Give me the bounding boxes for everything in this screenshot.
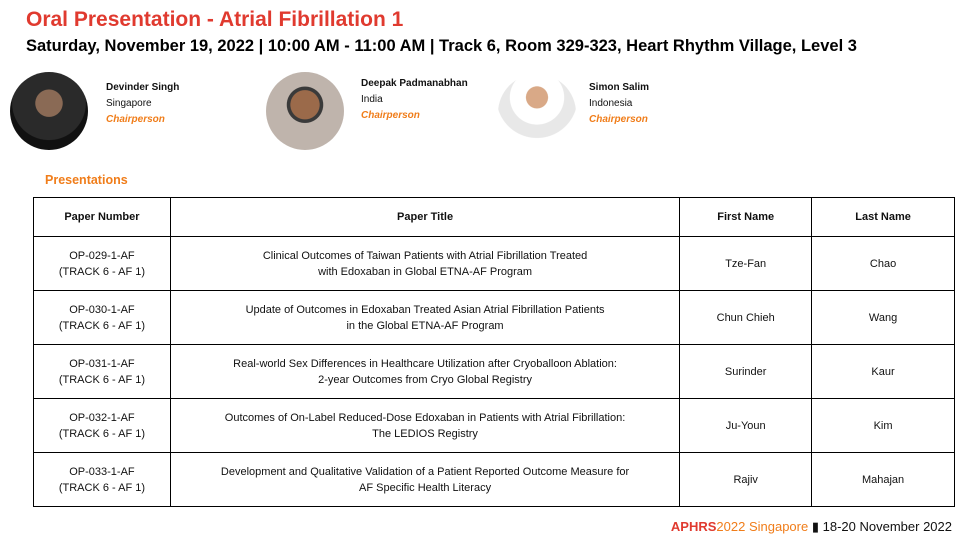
table-row: OP-030-1-AF (TRACK 6 - AF 1) Update of Ou… <box>33 290 955 345</box>
chair-3: Simon Salim Indonesia Chairperson <box>589 80 649 128</box>
paper-track: (TRACK 6 - AF 1) <box>58 481 146 494</box>
chair-name: Deepak Padmanabhan <box>361 78 468 89</box>
header-first-name: First Name <box>679 197 813 237</box>
first-name: Surinder <box>679 344 813 399</box>
paper-title-line: Real-world Sex Differences in Healthcare… <box>233 357 617 370</box>
paper-title-line: The LEDIOS Registry <box>372 427 478 440</box>
footer-brand: APHRS <box>670 519 717 534</box>
paper-number: OP-031-1-AF (TRACK 6 - AF 1) <box>33 344 171 399</box>
paper-title: Clinical Outcomes of Taiwan Patients wit… <box>169 236 681 291</box>
chair-role: Chairperson <box>589 114 648 125</box>
paper-title-line: Outcomes of On-Label Reduced-Dose Edoxab… <box>224 411 626 424</box>
table-row: OP-029-1-AF (TRACK 6 - AF 1) Clinical Out… <box>33 236 955 291</box>
paper-number: OP-030-1-AF (TRACK 6 - AF 1) <box>33 290 171 345</box>
paper-title-line: 2-year Outcomes from Cryo Global Registr… <box>318 373 533 386</box>
chair-role: Chairperson <box>361 110 420 121</box>
chair-role: Chairperson <box>106 114 165 125</box>
section-heading: Presentations <box>45 173 128 187</box>
footer-branding: APHRS2022 Singapore ▮ 18-20 November 202… <box>671 519 952 535</box>
paper-number: OP-032-1-AF (TRACK 6 - AF 1) <box>33 398 171 453</box>
presentations-table: Paper Number Paper Title First Name Last… <box>33 197 955 507</box>
avatar-deepak-padmanabhan <box>266 72 344 150</box>
chair-name: Simon Salim <box>589 82 650 93</box>
paper-title: Update of Outcomes in Edoxaban Treated A… <box>169 290 681 345</box>
page-title: Oral Presentation - Atrial Fibrillation … <box>26 8 404 31</box>
footer-year: 2022 Singapore <box>716 519 809 534</box>
header-last-name: Last Name <box>811 197 955 237</box>
paper-id: OP-032-1-AF <box>69 411 135 424</box>
table-row: OP-032-1-AF (TRACK 6 - AF 1) Outcomes of … <box>33 398 955 453</box>
footer-dates: 18-20 November 2022 <box>822 519 952 534</box>
avatar-simon-salim <box>498 74 576 152</box>
first-name: Ju-Youn <box>679 398 813 453</box>
header-paper-title: Paper Title <box>169 197 681 237</box>
last-name: Kim <box>811 398 955 453</box>
table-header: Paper Number Paper Title First Name Last… <box>33 197 955 237</box>
chair-country: India <box>361 94 383 105</box>
first-name: Chun Chieh <box>679 290 813 345</box>
paper-number: OP-033-1-AF (TRACK 6 - AF 1) <box>33 452 171 507</box>
avatar-devinder-singh <box>10 72 88 150</box>
table-row: OP-031-1-AF (TRACK 6 - AF 1) Real-world S… <box>33 344 955 399</box>
table-row: OP-033-1-AF (TRACK 6 - AF 1) Development … <box>33 452 955 507</box>
first-name: Rajiv <box>679 452 813 507</box>
paper-title: Real-world Sex Differences in Healthcare… <box>169 344 681 399</box>
paper-title-line: with Edoxaban in Global ETNA-AF Program <box>318 265 533 278</box>
first-name: Tze-Fan <box>679 236 813 291</box>
chair-1: Devinder Singh Singapore Chairperson <box>106 80 179 128</box>
footer-separator: ▮ <box>811 519 820 534</box>
last-name: Kaur <box>811 344 955 399</box>
paper-track: (TRACK 6 - AF 1) <box>58 427 146 440</box>
paper-title-line: Clinical Outcomes of Taiwan Patients wit… <box>262 249 588 262</box>
paper-title-line: AF Specific Health Literacy <box>359 481 492 494</box>
last-name: Mahajan <box>811 452 955 507</box>
header-paper-number: Paper Number <box>33 197 171 237</box>
paper-id: OP-030-1-AF <box>69 303 135 316</box>
chair-country: Singapore <box>106 98 152 109</box>
paper-id: OP-033-1-AF <box>69 465 135 478</box>
paper-track: (TRACK 6 - AF 1) <box>58 319 146 332</box>
paper-title-line: in the Global ETNA-AF Program <box>346 319 504 332</box>
paper-track: (TRACK 6 - AF 1) <box>58 373 146 386</box>
last-name: Chao <box>811 236 955 291</box>
chair-country: Indonesia <box>589 98 633 109</box>
paper-number: OP-029-1-AF (TRACK 6 - AF 1) <box>33 236 171 291</box>
paper-title-line: Development and Qualitative Validation o… <box>220 465 630 478</box>
paper-id: OP-029-1-AF <box>69 249 135 262</box>
chair-2: Deepak Padmanabhan India Chairperson <box>361 76 468 124</box>
last-name: Wang <box>811 290 955 345</box>
chair-name: Devinder Singh <box>106 82 180 93</box>
paper-track: (TRACK 6 - AF 1) <box>58 265 146 278</box>
session-details: Saturday, November 19, 2022 | 10:00 AM -… <box>26 37 857 55</box>
paper-title-line: Update of Outcomes in Edoxaban Treated A… <box>245 303 605 316</box>
paper-title: Outcomes of On-Label Reduced-Dose Edoxab… <box>169 398 681 453</box>
paper-id: OP-031-1-AF <box>69 357 135 370</box>
paper-title: Development and Qualitative Validation o… <box>169 452 681 507</box>
